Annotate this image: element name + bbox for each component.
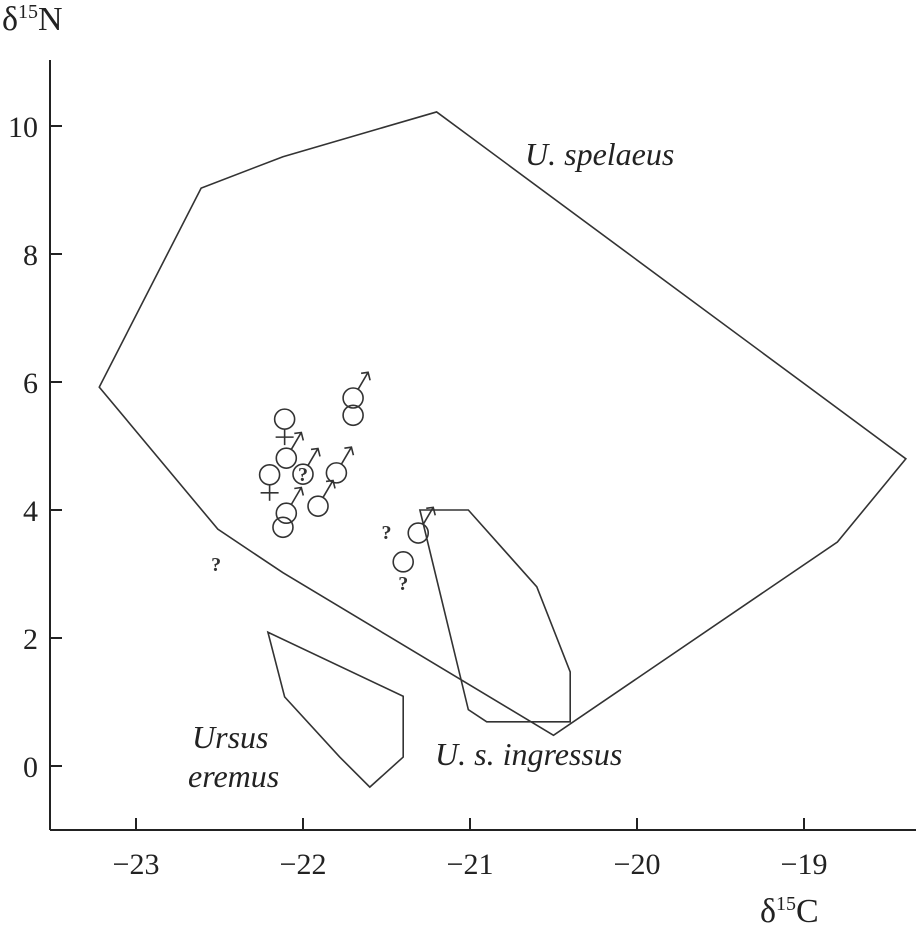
x-tick-label: −22: [280, 848, 327, 881]
point-male: [342, 371, 371, 409]
region-u-spelaeus: [98, 111, 908, 737]
point-circle: [342, 404, 364, 427]
point-unknown: [342, 404, 364, 427]
male-arrow: [307, 448, 319, 466]
point-unknown-uncertain: ?: [392, 551, 415, 595]
male-arrow: [290, 432, 302, 450]
male-arrowhead: [325, 479, 336, 489]
region-label-ursus-eremus: Ursus: [192, 719, 268, 755]
y-axis-label: δ15N: [2, 1, 63, 38]
male-arrow: [290, 487, 302, 505]
male-arrowhead: [294, 486, 305, 496]
male-arrowhead: [310, 447, 321, 457]
axes: −23 −22 −21 −20 −19 0 2 4 6 8 10: [8, 60, 916, 881]
point-circle: [275, 447, 298, 469]
question-mark: ?: [398, 573, 408, 595]
points: ????: [211, 371, 437, 595]
point-circle: [273, 408, 296, 430]
y-tick-label: 4: [23, 495, 38, 528]
point-circle: [258, 463, 281, 486]
point-unknown: [272, 516, 294, 539]
point-male-uncertain: ?: [292, 447, 321, 486]
x-axis-label: δ15C: [760, 893, 819, 930]
y-tick-label: 0: [23, 751, 38, 784]
x-tick-label: −23: [113, 848, 160, 881]
male-arrow: [322, 480, 334, 498]
point-male: [307, 479, 336, 517]
point-circle: [392, 551, 415, 573]
question-mark: ?: [382, 522, 392, 544]
male-arrow: [422, 506, 434, 525]
male-arrowhead: [294, 431, 305, 441]
point-male: [275, 486, 305, 525]
male-arrowhead: [360, 371, 371, 381]
point-circle: [342, 387, 364, 409]
y-tick-label: 10: [8, 111, 38, 144]
male-arrow: [340, 446, 353, 465]
region-label-u-spelaeus: U. spelaeus: [525, 136, 674, 172]
region-label-u-s-ingressus: U. s. ingressus: [435, 736, 622, 772]
point-circle: [275, 502, 298, 525]
x-tick-label: −21: [447, 848, 494, 881]
question-mark: ?: [211, 554, 221, 576]
male-arrowhead: [426, 506, 437, 516]
point-circle: [325, 462, 348, 484]
point-circle: [307, 495, 329, 517]
point-circle: [272, 516, 294, 539]
point-question: ?: [382, 522, 392, 544]
y-tick-label: 6: [23, 367, 38, 400]
male-arrowhead: [344, 446, 355, 456]
y-tick-label: 8: [23, 239, 38, 272]
male-arrow: [357, 371, 369, 390]
point-circle: [292, 463, 314, 485]
point-male: [407, 506, 437, 544]
question-mark: ?: [298, 464, 308, 486]
point-male: [275, 431, 305, 469]
point-female: [273, 408, 296, 446]
point-male: [325, 446, 355, 484]
y-tick-label: 2: [23, 623, 38, 656]
x-tick-label: −20: [614, 848, 661, 881]
region-label-ursus-eremus: eremus: [188, 758, 279, 794]
point-circle: [407, 522, 430, 544]
x-tick-label: −19: [781, 848, 828, 881]
region-u-s-ingressus: [418, 509, 572, 723]
region-ursus-eremus: [266, 630, 405, 789]
point-question: ?: [211, 554, 221, 576]
point-female: [258, 463, 281, 501]
